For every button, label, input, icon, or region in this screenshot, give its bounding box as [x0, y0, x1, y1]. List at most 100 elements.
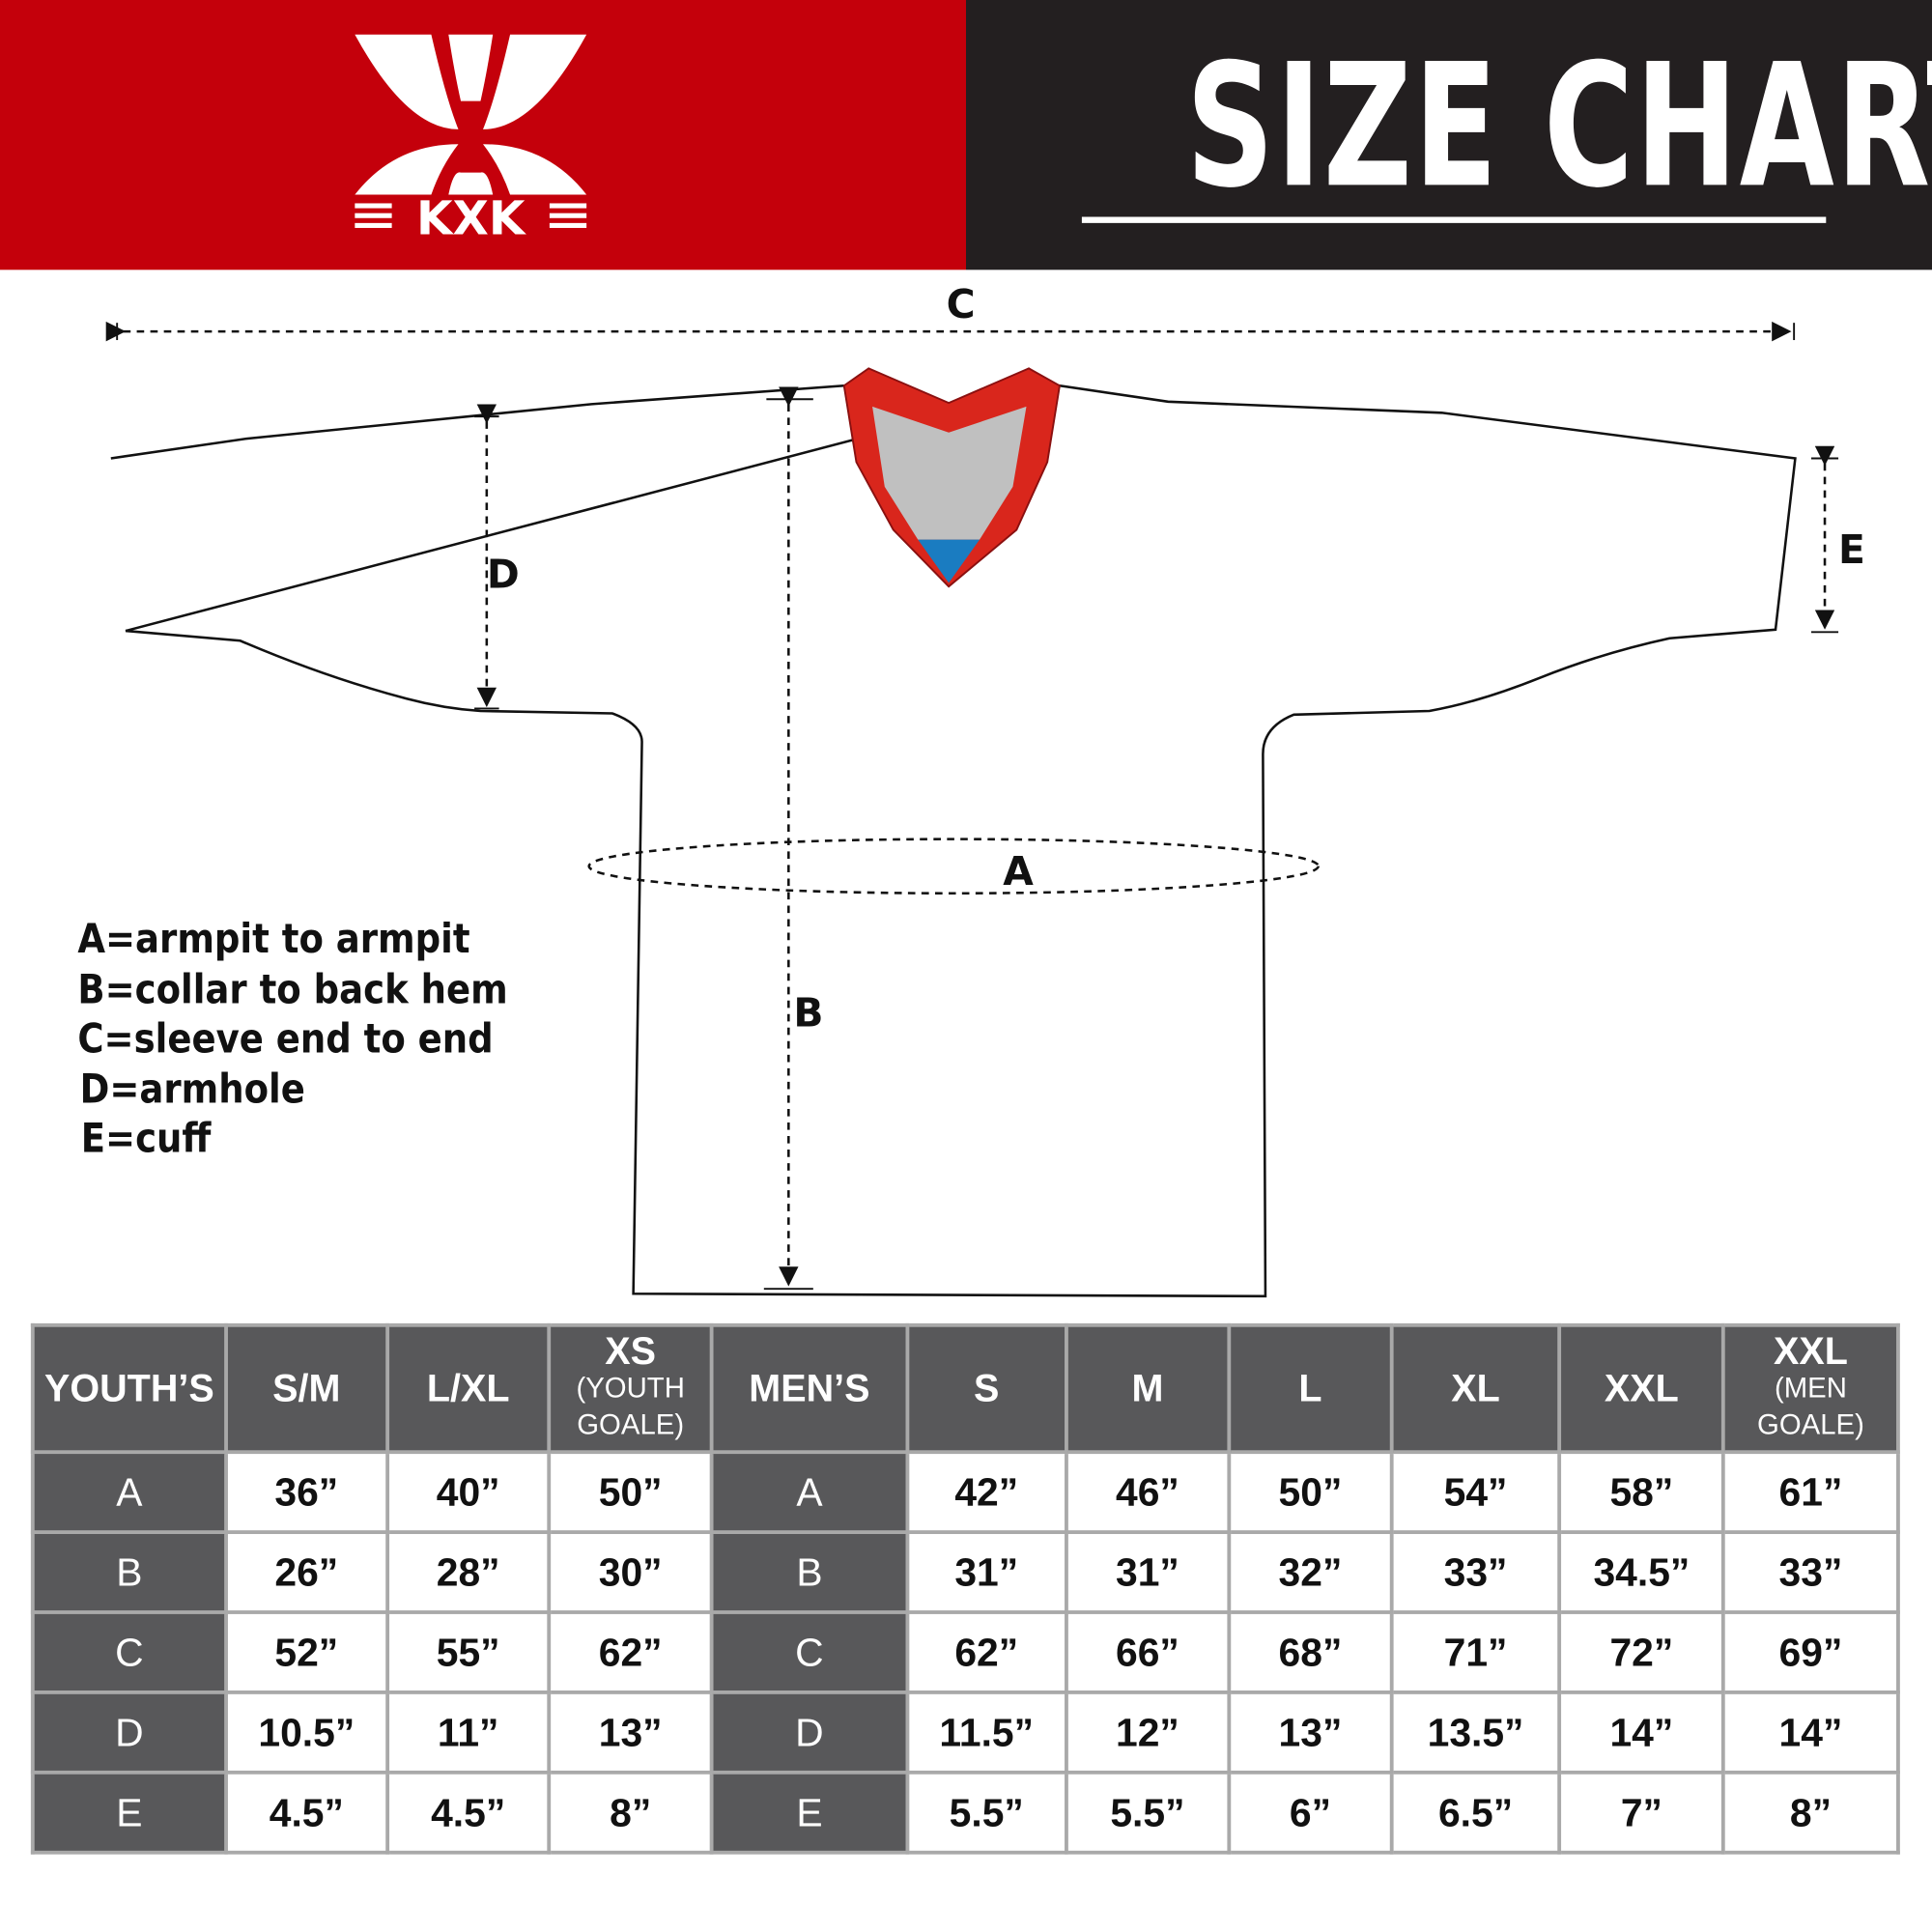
table-cell: 58”: [1557, 1450, 1725, 1535]
table-cell: 66”: [1064, 1610, 1232, 1694]
label-d: D: [486, 551, 520, 598]
label-c: C: [946, 280, 976, 328]
table-cell: 31”: [905, 1530, 1068, 1614]
column-header-label: XS: [605, 1329, 657, 1373]
table-cell: 31”: [1064, 1530, 1232, 1614]
legend-item: C=sleeve end to end: [77, 1013, 494, 1063]
table-cell: 52”: [224, 1610, 389, 1694]
column-header: L/XL: [384, 1322, 552, 1455]
table-cell: 34.5”: [1557, 1530, 1725, 1614]
label-e: E: [1838, 526, 1865, 574]
table-cell: 42”: [905, 1450, 1068, 1535]
column-header-label: YOUTH’S: [43, 1366, 214, 1410]
row-label: B: [30, 1530, 228, 1614]
title-underline: [1081, 216, 1827, 223]
row-label: C: [709, 1610, 910, 1694]
column-header: XS (YOUTH GOALE): [547, 1322, 714, 1455]
column-header: XXL (MEN GOALE): [1721, 1322, 1900, 1455]
table-cell: 32”: [1227, 1530, 1394, 1614]
column-header-label: M: [1131, 1366, 1164, 1410]
jersey-outline: [110, 384, 1797, 1298]
dimension-a: [587, 838, 1321, 895]
table-cell: 8”: [547, 1770, 714, 1855]
table-cell: 11”: [384, 1690, 552, 1775]
table-row: C 52” 55” 62” C 62” 66” 68” 71” 72” 69”: [30, 1610, 1900, 1694]
table-cell: 6”: [1227, 1770, 1394, 1855]
table-cell: 50”: [1227, 1450, 1394, 1535]
table-cell: 5.5”: [1064, 1770, 1232, 1855]
column-header: XL: [1389, 1322, 1562, 1455]
column-header: S: [905, 1322, 1068, 1455]
table-row: A 36” 40” 50” A 42” 46” 50” 54” 58” 61”: [30, 1450, 1900, 1535]
legend-item: D=armhole: [79, 1064, 305, 1113]
column-header-label: L: [1298, 1366, 1322, 1410]
column-header-label: L/XL: [426, 1366, 510, 1410]
table-cell: 33”: [1389, 1530, 1562, 1614]
table-cell: 10.5”: [224, 1690, 389, 1775]
table-row: E 4.5” 4.5” 8” E 5.5” 5.5” 6” 6.5” 7” 8”: [30, 1770, 1900, 1855]
legend-item: E=cuff: [80, 1114, 212, 1162]
table-cell: 12”: [1064, 1690, 1232, 1775]
column-header-label: S: [974, 1366, 1000, 1410]
column-header: MEN’S: [709, 1322, 910, 1455]
column-header-label: XXL: [1774, 1329, 1848, 1373]
table-row: B 26” 28” 30” B 31” 31” 32” 33” 34.5” 33”: [30, 1530, 1900, 1614]
kxk-logo: KXK: [355, 34, 587, 245]
jersey-diagram: [105, 321, 1839, 1298]
table-cell: 11.5”: [905, 1690, 1068, 1775]
table-cell: 13.5”: [1389, 1690, 1562, 1775]
column-header: XXL: [1557, 1322, 1725, 1455]
column-header-label: S/M: [272, 1366, 341, 1410]
table-cell: 5.5”: [905, 1770, 1068, 1855]
column-header: L: [1227, 1322, 1394, 1455]
legend-item: B=collar to back hem: [77, 964, 508, 1012]
size-table: YOUTH’S S/M L/XL XS (YOUTH GOALE) MEN’S S M L XL X…: [30, 1322, 1900, 1855]
table-cell: 50”: [547, 1450, 714, 1535]
table-cell: 40”: [384, 1450, 552, 1535]
row-label: C: [30, 1610, 228, 1694]
table-cell: 46”: [1064, 1450, 1232, 1535]
row-label: B: [709, 1530, 910, 1614]
column-header-label: MEN’S: [749, 1366, 870, 1410]
table-cell: 26”: [224, 1530, 389, 1614]
row-label: D: [30, 1690, 228, 1775]
table-cell: 8”: [1721, 1770, 1900, 1855]
table-cell: 30”: [547, 1530, 714, 1614]
table-cell: 71”: [1389, 1610, 1562, 1694]
table-cell: 6.5”: [1389, 1770, 1562, 1855]
table-cell: 4.5”: [224, 1770, 389, 1855]
column-header-sublabel: (YOUTH GOALE): [576, 1371, 685, 1441]
collar-blue-tip: [918, 539, 980, 583]
table-cell: 33”: [1721, 1530, 1900, 1614]
column-header-sublabel: (MEN GOALE): [1757, 1371, 1864, 1441]
table-cell: 54”: [1389, 1450, 1562, 1535]
table-cell: 55”: [384, 1610, 552, 1694]
table-cell: 14”: [1557, 1690, 1725, 1775]
row-label: A: [709, 1450, 910, 1535]
table-cell: 69”: [1721, 1610, 1900, 1694]
table-header-row: YOUTH’S S/M L/XL XS (YOUTH GOALE) MEN’S S M L XL X…: [30, 1322, 1900, 1455]
table-cell: 62”: [547, 1610, 714, 1694]
row-label: E: [709, 1770, 910, 1855]
table-cell: 14”: [1721, 1690, 1900, 1775]
brand-banner: KXK: [0, 0, 966, 270]
column-header-label: XXL: [1604, 1366, 1679, 1410]
table-cell: 13”: [547, 1690, 714, 1775]
logo-wordmark: KXK: [416, 191, 527, 245]
table-cell: 4.5”: [384, 1770, 552, 1855]
table-cell: 7”: [1557, 1770, 1725, 1855]
column-header: YOUTH’S: [30, 1322, 228, 1455]
collar-inner: [872, 406, 1027, 540]
table-row: D 10.5” 11” 13” D 11.5” 12” 13” 13.5” 14” 14”: [30, 1690, 1900, 1775]
column-header: M: [1064, 1322, 1232, 1455]
table-cell: 62”: [905, 1610, 1068, 1694]
table-cell: 13”: [1227, 1690, 1394, 1775]
label-a: A: [1003, 847, 1034, 895]
column-header-label: XL: [1451, 1366, 1500, 1410]
row-label: D: [709, 1690, 910, 1775]
row-label: E: [30, 1770, 228, 1855]
table-cell: 68”: [1227, 1610, 1394, 1694]
legend-item: A=armpit to armpit: [77, 914, 470, 963]
measurement-legend: A=armpit to armpit B=collar to back hem …: [77, 914, 566, 1163]
